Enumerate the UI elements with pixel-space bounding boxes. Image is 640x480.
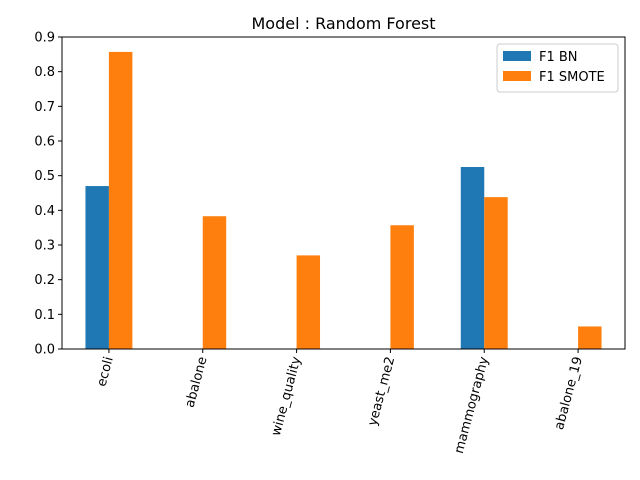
y-tick-label: 0.2	[34, 273, 55, 288]
x-tick-label-abalone: abalone	[183, 355, 211, 409]
legend-swatch-f1-smote	[503, 71, 531, 81]
bar-f1-smote-mammography	[484, 197, 508, 349]
x-tick-label-ecoli: ecoli	[94, 355, 116, 388]
y-tick-label: 0.5	[34, 169, 55, 184]
x-tick-label-yeast_me2: yeast_me2	[365, 355, 398, 427]
bar-f1-smote-abalone	[202, 216, 227, 349]
y-tick-label: 0.6	[34, 135, 55, 150]
y-axis: 0.0 0.1 0.2 0.3 0.4 0.5 0.6 0.7 0.8 0.9	[34, 31, 62, 358]
bar-f1-bn-mammography	[460, 167, 485, 349]
bar-f1-smote-yeast_me2	[390, 225, 414, 349]
legend-label-f1-bn: F1 BN	[539, 50, 578, 65]
x-tick-label-abalone_19: abalone_19	[552, 355, 586, 431]
legend: F1 BN F1 SMOTE	[496, 43, 619, 93]
legend-label-f1-smote: F1 SMOTE	[539, 70, 605, 85]
legend-swatch-f1-bn	[503, 51, 531, 61]
axes-frame	[61, 36, 626, 350]
x-tick-label-wine_quality: wine_quality	[269, 355, 305, 438]
bar-f1-smote-wine_quality	[296, 255, 321, 349]
y-tick-label: 0.1	[34, 308, 55, 323]
bar-f1-smote-ecoli	[108, 51, 133, 349]
y-tick-label: 0.3	[34, 239, 55, 254]
x-tick-label-mammography: mammography	[452, 355, 492, 455]
bar-f1-smote-abalone_19	[578, 326, 602, 349]
y-tick-label: 0.0	[34, 343, 55, 358]
bar-f1-bn-ecoli	[85, 186, 109, 349]
x-axis: ecoli abalone wine_quality yeast_me2 mammogr…	[94, 349, 586, 455]
y-tick-label: 0.7	[34, 100, 55, 115]
chart-title: Model : Random Forest	[251, 14, 435, 33]
y-tick-label: 0.4	[34, 204, 55, 219]
y-tick-label: 0.9	[34, 31, 55, 46]
bars-group	[85, 51, 602, 349]
y-tick-label: 0.8	[34, 65, 55, 80]
